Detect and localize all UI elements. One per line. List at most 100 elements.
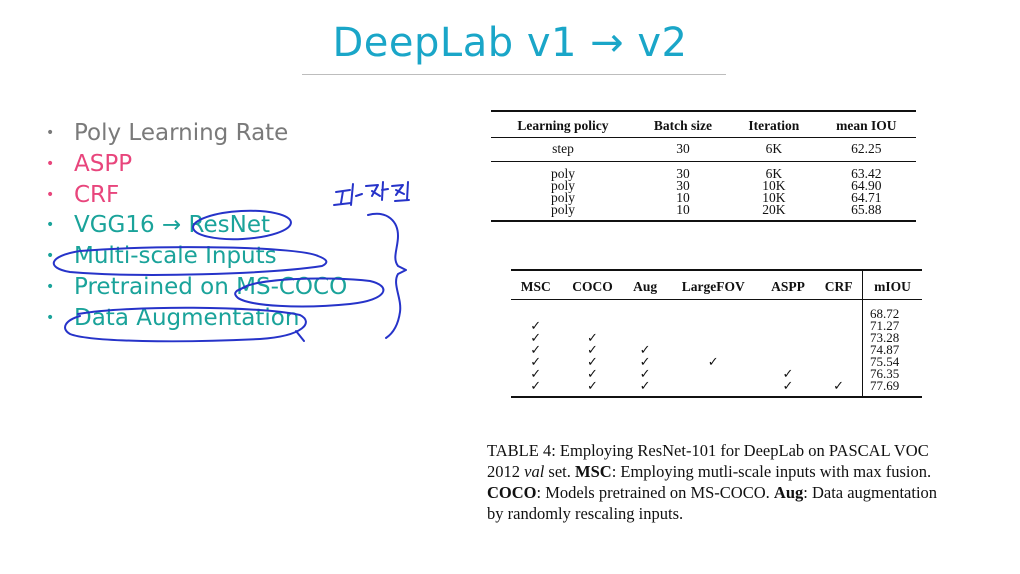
- table-cell: 64.90: [851, 178, 882, 193]
- miou-cell: 73.28: [861, 331, 922, 344]
- table-cell: 30: [676, 178, 690, 193]
- check-cell: [761, 332, 816, 344]
- check-cell: [761, 300, 816, 321]
- bullet-text: Pretrained on MS-COCO: [74, 273, 348, 300]
- column-header: ASPP: [771, 279, 805, 294]
- column-header: CRF: [824, 279, 853, 294]
- table-row: ✓ ✓ ✓ ✓ ✓ 77.69: [511, 379, 922, 398]
- bullet-text: Data Augmentation: [74, 304, 300, 331]
- caption-text: : Data augmentation by randomly rescalin…: [487, 483, 938, 523]
- check-cell: ✓: [587, 366, 598, 381]
- table-cell: poly: [491, 203, 635, 222]
- bullet-poly-lr: • Poly Learning Rate: [44, 118, 347, 149]
- table-row: poly 10 20K 65.88: [491, 203, 916, 222]
- miou-cell: 74.87: [861, 343, 922, 356]
- bullet-dot: •: [46, 186, 55, 203]
- bullet-list: • Poly Learning Rate • ASPP • CRF • VGG16 → …: [44, 118, 347, 334]
- table-row: ✓ 71.27: [511, 318, 922, 333]
- check-cell: [624, 300, 665, 321]
- column-header: Batch size: [653, 118, 713, 133]
- table-header-row: Learning policy Batch size Iteration mea…: [491, 111, 916, 138]
- check-cell: [666, 332, 761, 344]
- check-cell: [761, 344, 816, 356]
- table-cell: 6K: [731, 161, 817, 180]
- table-cell: poly: [550, 178, 575, 193]
- table-cell: 30: [676, 141, 690, 156]
- table-row: ✓ ✓ ✓ ✓ 76.35: [511, 366, 922, 381]
- table-row: step 30 6K 62.25: [491, 138, 916, 162]
- check-cell: ✓: [782, 366, 794, 381]
- bullet-coco: • Pretrained on MS-COCO: [44, 272, 347, 303]
- column-header: Aug: [633, 279, 658, 294]
- check-cell: ✓: [587, 330, 598, 345]
- check-cell: ✓: [707, 354, 719, 369]
- check-cell: [624, 320, 665, 332]
- learning-policy-table: Learning policy Batch size Iteration mea…: [491, 110, 916, 222]
- check-cell: [666, 320, 761, 332]
- miou-cell: 76.35: [861, 367, 922, 380]
- check-cell: [511, 300, 561, 321]
- table-row: ✓ ✓ ✓ ✓ 75.54: [511, 354, 922, 369]
- bullet-multiscale: • Multi-scale Inputs: [44, 241, 347, 272]
- check-cell: ✓: [530, 318, 542, 333]
- slide-title: DeepLab v1 → v2: [332, 20, 688, 66]
- bullet-text: Poly Learning Rate: [74, 120, 289, 146]
- table-cell: poly: [550, 190, 575, 205]
- caption-bold: Aug: [773, 483, 804, 502]
- check-cell: ✓: [560, 379, 625, 398]
- ablation-table-body: 68.72 ✓ 71.27 ✓ ✓ 73.28 ✓ ✓ ✓ 74.87 ✓ ✓ ✓ ✓ 75.54 ✓ ✓ ✓ ✓ 7…: [511, 299, 922, 398]
- table-cell: 62.25: [851, 141, 882, 156]
- check-cell: ✓: [530, 330, 542, 345]
- table-cell: 20K: [731, 203, 817, 222]
- table-cell: poly: [491, 161, 635, 180]
- check-cell: ✓: [587, 342, 598, 357]
- column-header: LargeFOV: [681, 279, 745, 294]
- bullet-crf: • CRF: [44, 180, 347, 211]
- caption-italic: val: [524, 462, 545, 481]
- table-row: poly 30 10K 64.90: [491, 178, 916, 193]
- table-cell: 63.42: [816, 161, 916, 180]
- bullet-dot: •: [46, 248, 55, 265]
- ablation-table: MSC COCO Aug LargeFOV ASPP CRF mIOU 68.7…: [511, 269, 922, 398]
- bullet-dot: •: [46, 155, 55, 172]
- check-cell: ✓: [639, 354, 651, 369]
- check-cell: ✓: [511, 379, 561, 398]
- check-cell: ✓: [530, 354, 542, 369]
- check-cell: ✓: [530, 366, 542, 381]
- check-cell: [815, 344, 862, 356]
- check-cell: [815, 356, 862, 368]
- check-cell: [666, 368, 761, 380]
- bullet-dot: •: [46, 125, 55, 141]
- bullet-dot: •: [46, 217, 55, 234]
- table-cell: 6K: [765, 141, 783, 156]
- check-cell: ✓: [760, 379, 816, 398]
- caption-bold: COCO: [487, 483, 537, 502]
- check-cell: ✓: [587, 354, 598, 369]
- bullet-dot: •: [46, 309, 55, 326]
- table-cell: 10K: [762, 178, 786, 193]
- column-header: COCO: [572, 279, 613, 294]
- check-cell: [561, 300, 625, 321]
- miou-cell: 75.54: [861, 355, 922, 368]
- table-cell: 10: [634, 203, 731, 222]
- table-header-row: MSC COCO Aug LargeFOV ASPP CRF mIOU: [511, 270, 922, 300]
- caption-text: : Models pretrained on MS-COCO.: [536, 483, 774, 502]
- table-row: poly 10 10K 64.71: [491, 190, 916, 205]
- bullet-text: Multi-scale Inputs: [74, 243, 277, 270]
- caption-text: : Employing mutli-scale inputs with max …: [611, 462, 932, 481]
- check-cell: ✓: [815, 379, 863, 398]
- miou-cell: 77.69: [861, 379, 922, 398]
- column-header: mIOU: [861, 270, 922, 300]
- check-cell: [666, 300, 761, 321]
- table-cell: 30: [634, 161, 731, 180]
- column-header: mean IOU: [836, 118, 897, 133]
- caption-text: set.: [544, 462, 576, 481]
- table-row: 68.72: [511, 299, 922, 321]
- table-row: poly 30 6K 63.42: [491, 161, 916, 180]
- check-cell: ✓: [639, 342, 651, 357]
- check-cell: [665, 380, 761, 398]
- bullet-text: ASPP: [74, 150, 133, 177]
- bullet-aspp: • ASPP: [44, 149, 347, 180]
- bullet-resnet: • VGG16 → ResNet: [44, 210, 347, 241]
- table-cell: 64.71: [851, 190, 882, 205]
